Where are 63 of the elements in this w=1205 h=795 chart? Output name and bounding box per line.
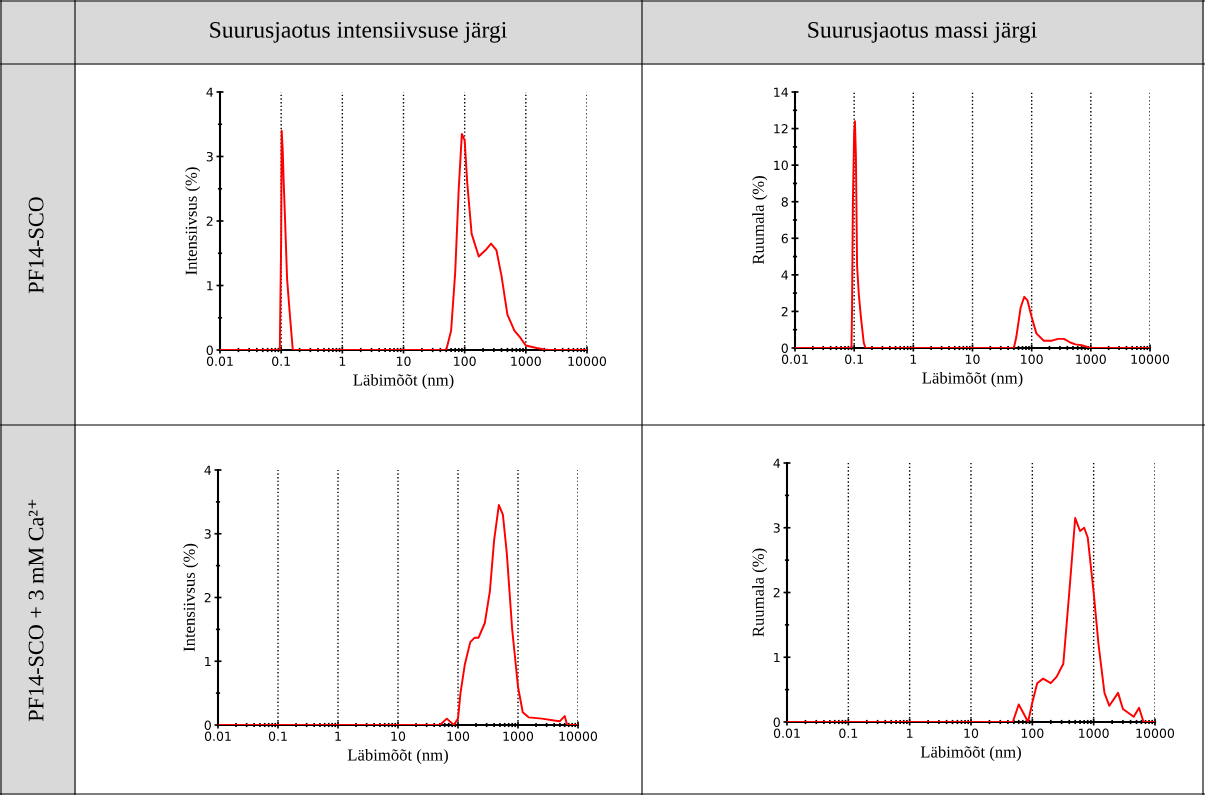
y-axis-title: Ruumala (%): [752, 548, 768, 637]
chart-title: Suurusjaotus massi järgi: [808, 21, 1037, 43]
x-tick-label: 100: [1021, 354, 1043, 364]
chart-title: Suurusjaotus intensiivsuse järgi: [210, 21, 507, 43]
x-tick-label: 0.1: [272, 356, 290, 366]
y-tick-label: 0: [204, 720, 211, 730]
y-tick-label: 4: [206, 87, 214, 97]
x-axis-title: Läbimõõt (nm): [347, 748, 448, 765]
x-tick-label: 10: [964, 728, 979, 738]
x-tick-label: 0.01: [781, 354, 808, 364]
x-axis-title: Läbimõõt (nm): [920, 745, 1021, 762]
y-tick-label: 3: [204, 529, 211, 539]
y-tick-label: 2: [204, 592, 211, 603]
x-tick-label: 10000: [1131, 354, 1170, 364]
y-tick-label: 0: [773, 717, 780, 727]
x-tick-label: 10000: [568, 356, 607, 366]
x-tick-label: 10: [396, 356, 411, 366]
y-tick-label: 3: [206, 151, 213, 162]
x-tick-label: 1: [907, 728, 913, 738]
y-tick-label: 2: [206, 216, 213, 226]
y-tick-label: 1: [207, 281, 213, 291]
y-tick-label: 1: [774, 652, 780, 662]
x-tick-label: 100: [454, 356, 476, 366]
x-tick-label: 0.1: [845, 354, 863, 364]
y-tick-label: 14: [774, 87, 789, 97]
x-tick-label: 10: [391, 731, 406, 741]
text: PF14-SCO: [28, 197, 44, 294]
x-tick-label: 0.1: [839, 728, 858, 738]
y-tick-label: 4: [773, 458, 781, 468]
x-tick-label: 0.1: [268, 731, 287, 741]
y-tick-label: 10: [774, 160, 788, 171]
x-tick-label: 1000: [511, 356, 541, 366]
y-tick-label: 2: [773, 587, 780, 598]
y-axis-title: Ruumala (%): [752, 176, 768, 265]
x-axis-title: Läbimõõt (nm): [353, 373, 454, 390]
y-tick-label: 3: [773, 523, 780, 533]
y-tick-label: 0: [781, 343, 788, 353]
x-tick-label: 1000: [503, 731, 534, 741]
y-axis-title: Intensiivsus (%): [185, 167, 201, 275]
y-tick-label: 4: [781, 270, 789, 280]
y-tick-label: 12: [774, 124, 788, 134]
x-tick-label: 10000: [1136, 728, 1175, 738]
x-tick-label: 10000: [559, 731, 598, 741]
y-tick-label: 8: [781, 197, 788, 207]
x-tick-label: 100: [1021, 728, 1044, 738]
x-tick-label: 1: [910, 354, 917, 364]
x-tick-label: 1000: [1076, 354, 1106, 364]
x-tick-label: 1: [335, 731, 341, 741]
x-tick-label: 0.01: [773, 728, 800, 738]
y-tick-label: 0: [206, 345, 213, 355]
x-tick-label: 1000: [1079, 728, 1109, 738]
y-tick-label: 4: [204, 465, 212, 475]
y-tick-label: 6: [781, 233, 788, 244]
x-tick-label: 10: [965, 354, 980, 364]
x-tick-label: 0.01: [206, 356, 233, 366]
text: PF14-SCO + 3 mM Ca²⁺: [28, 499, 44, 722]
y-axis-title: Intensiivsus (%): [183, 543, 199, 652]
y-tick-label: 1: [205, 656, 211, 666]
x-axis-title: Läbimõõt (nm): [922, 371, 1023, 388]
x-tick-label: 0.01: [204, 731, 231, 741]
y-tick-label: 2: [781, 306, 788, 317]
x-tick-label: 1: [339, 356, 346, 366]
x-tick-label: 100: [447, 731, 470, 741]
